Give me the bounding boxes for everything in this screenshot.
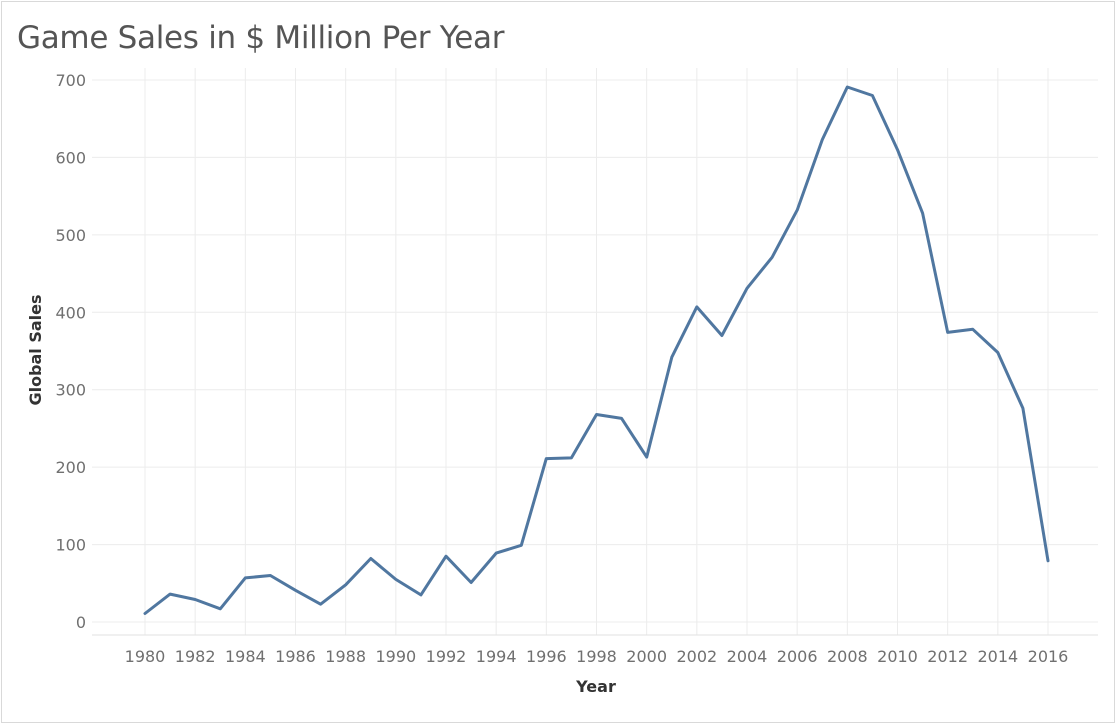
y-tick-label: 400 [55,303,86,322]
x-tick-label: 2012 [927,647,968,666]
x-tick-label: 2014 [977,647,1018,666]
x-tick-label: 1998 [576,647,617,666]
x-tick-label: 1984 [225,647,266,666]
y-tick-label: 0 [76,613,86,632]
x-tick-label: 2002 [676,647,717,666]
x-tick-label: 2004 [727,647,768,666]
x-tick-label: 1990 [375,647,416,666]
x-tick-label: 1980 [125,647,166,666]
x-tick-label: 1986 [275,647,316,666]
x-tick-label: 1982 [175,647,216,666]
x-tick-label: 1996 [526,647,567,666]
x-tick-label: 1994 [476,647,517,666]
x-tick-label: 2006 [777,647,818,666]
x-tick-label: 2008 [827,647,868,666]
x-axis-title: Year [575,677,616,696]
x-tick-label: 2016 [1028,647,1069,666]
y-axis-title: Global Sales [26,294,45,405]
y-tick-label: 200 [55,458,86,477]
x-axis-ticks: 1980 1982 1984 1986 1988 1990 1992 1994 1996 1998… [125,647,1069,666]
x-tick-label: 2010 [877,647,918,666]
x-tick-label: 1992 [426,647,467,666]
grid [92,68,1098,636]
y-tick-label: 100 [55,536,86,555]
y-tick-label: 300 [55,381,86,400]
sales-line [143,85,1050,615]
chart-title: Game Sales in $ Million Per Year [17,20,505,56]
y-tick-label: 500 [55,226,86,245]
y-axis-ticks: 0 100 200 300 400 500 600 700 [55,71,86,632]
y-tick-label: 700 [55,71,86,90]
y-tick-label: 600 [55,148,86,167]
x-tick-label: 2000 [626,647,667,666]
x-tick-label: 1988 [325,647,366,666]
